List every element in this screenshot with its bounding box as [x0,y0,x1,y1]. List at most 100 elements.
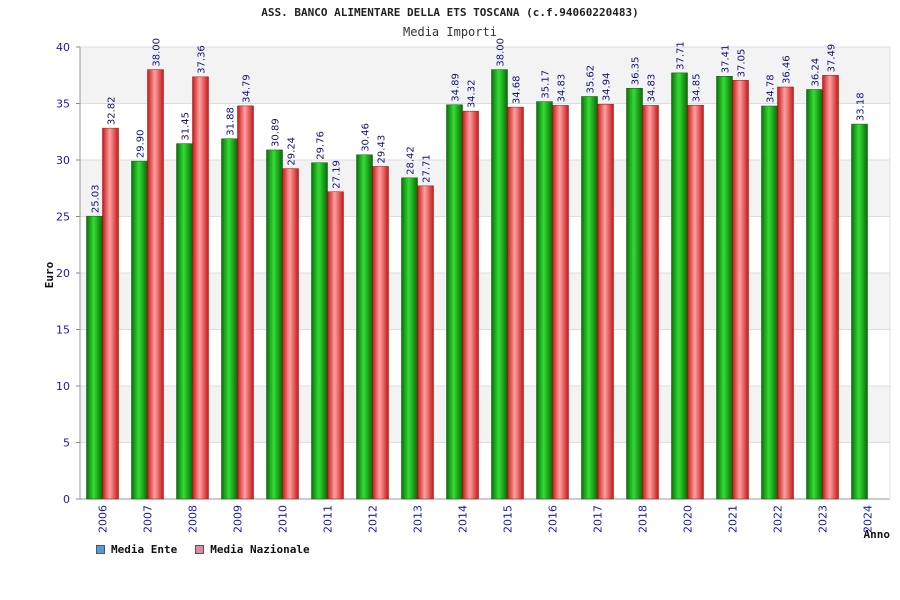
bar-media-ente-2021 [716,76,733,500]
bar-media-nazionale-2009 [237,105,254,500]
bar-media-ente-2022 [761,105,778,500]
data-label: 38.00 [152,38,163,67]
x-tick-label: 2014 [457,505,470,533]
y-tick-label: 30 [56,154,70,167]
x-tick-label: 2009 [232,505,245,533]
data-label: 35.62 [586,65,597,94]
data-label: 37.05 [737,49,748,78]
x-tick-label: 2018 [637,505,650,533]
y-tick-label: 10 [56,380,70,393]
data-label: 34.79 [242,74,253,103]
x-tick-label: 2006 [97,505,110,533]
legend-label-media-ente: Media Ente [111,543,178,556]
y-tick-label: 40 [56,41,70,54]
x-axis-title: Anno [864,528,891,541]
bar-media-nazionale-2023 [822,75,839,500]
data-label: 35.17 [541,70,552,99]
bar-media-ente-2010 [266,149,283,500]
legend-label-media-nazionale: Media Nazionale [210,543,310,556]
bar-media-ente-2023 [806,89,823,500]
bar-media-ente-2020 [671,72,688,500]
y-tick-label: 20 [56,267,70,280]
x-tick-label: 2011 [322,505,335,533]
data-label: 27.71 [422,154,433,183]
bar-media-nazionale-2021 [732,80,749,500]
y-tick-label: 0 [63,493,70,506]
plot-band [80,160,890,217]
plot-band [80,386,890,443]
bar-media-ente-2008 [176,143,193,500]
bar-media-nazionale-2016 [552,105,569,500]
data-label: 34.78 [766,74,777,103]
plot-band [80,273,890,330]
data-label: 27.19 [332,160,343,189]
legend: Media Ente Media Nazionale [96,543,310,556]
data-label: 34.68 [512,75,523,104]
data-label: 32.82 [107,96,118,125]
bar-media-nazionale-2015 [507,106,524,500]
data-label: 31.45 [181,112,192,141]
x-tick-label: 2015 [502,505,515,533]
plot-band [80,216,890,273]
y-tick-label: 15 [56,324,70,337]
data-label: 29.76 [316,131,327,160]
plot-band [80,103,890,160]
bar-media-nazionale-2012 [372,166,389,500]
data-label: 37.49 [827,44,838,73]
legend-item-media-nazionale: Media Nazionale [195,543,310,556]
bar-media-ente-2014 [446,104,463,500]
y-tick-label: 35 [56,98,70,111]
x-tick-label: 2022 [772,505,785,533]
data-label: 30.89 [271,118,282,147]
data-label: 25.03 [91,185,102,214]
data-label: 29.90 [136,129,147,158]
data-label: 34.85 [692,74,703,103]
data-label: 29.43 [377,135,388,164]
legend-swatch-media-nazionale [195,545,205,554]
data-label: 34.32 [467,80,478,109]
bar-media-nazionale-2011 [327,191,344,500]
data-label: 34.83 [557,74,568,103]
data-label: 36.46 [782,55,793,84]
bar-media-nazionale-2008 [192,76,209,500]
plot-band [80,329,890,386]
x-tick-label: 2012 [367,505,380,533]
chart-title: ASS. BANCO ALIMENTARE DELLA ETS TOSCANA … [261,6,639,19]
bar-media-nazionale-2022 [777,86,794,500]
data-label: 30.46 [361,123,372,152]
data-label: 37.71 [676,41,687,70]
data-label: 36.24 [811,58,822,87]
bar-media-nazionale-2014 [462,110,479,500]
bar-media-ente-2011 [311,162,328,500]
bar-media-ente-2018 [626,87,643,500]
x-tick-label: 2013 [412,505,425,533]
data-label: 31.88 [226,107,237,136]
bar-media-ente-2007 [131,160,148,500]
legend-item-media-ente: Media Ente [96,543,177,556]
bar-media-nazionale-2006 [102,127,119,500]
plot-band [80,47,890,104]
data-label: 29.24 [287,137,298,166]
x-tick-label: 2021 [727,505,740,533]
bar-media-ente-2009 [221,138,238,500]
y-tick-label: 5 [63,437,70,450]
data-label: 34.89 [451,73,462,102]
x-tick-label: 2016 [547,505,560,533]
x-tick-label: 2008 [187,505,200,533]
y-axis-title: Euro [43,261,56,288]
y-tick-label: 25 [56,211,70,224]
x-tick-label: 2017 [592,505,605,533]
data-label: 37.36 [197,45,208,74]
bar-media-ente-2013 [401,177,418,500]
x-tick-label: 2020 [682,505,695,533]
bar-media-nazionale-2013 [417,185,434,500]
data-label: 36.35 [631,57,642,86]
data-label: 34.94 [602,73,613,102]
bar-media-ente-2017 [581,96,598,500]
bar-media-ente-2024 [851,123,868,500]
bar-media-nazionale-2020 [687,104,704,500]
legend-swatch-media-ente [96,545,105,554]
bar-media-nazionale-2010 [282,168,299,500]
bar-media-ente-2006 [86,215,103,500]
